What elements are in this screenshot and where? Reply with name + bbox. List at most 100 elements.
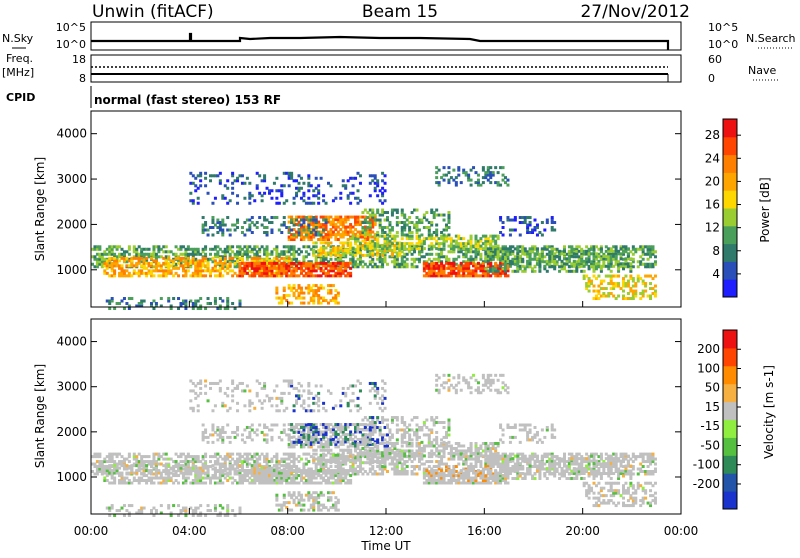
- power-cell: [315, 226, 318, 229]
- power-cell: [588, 290, 591, 293]
- power-cell: [349, 272, 352, 275]
- power-cell: [524, 267, 527, 270]
- power-cell: [302, 292, 305, 295]
- power-cell: [339, 197, 342, 200]
- power-cell: [470, 235, 473, 238]
- nave-label: Nave: [748, 64, 776, 77]
- date-title: 27/Nov/2012: [580, 2, 690, 22]
- power-cell: [629, 262, 632, 265]
- power-cell: [610, 270, 613, 273]
- power-cell: [593, 285, 596, 288]
- power-cell: [590, 247, 593, 250]
- y-tick-label: 2000: [56, 217, 87, 231]
- power-cell: [654, 250, 657, 253]
- power-cell: [317, 202, 320, 205]
- velocity-cell: [152, 482, 155, 485]
- power-cell: [211, 202, 214, 205]
- power-cell: [315, 177, 318, 180]
- velocity-cell: [192, 464, 195, 467]
- power-cell: [280, 231, 283, 234]
- velocity-cell: [204, 482, 207, 485]
- power-cell: [317, 197, 320, 200]
- power-cell: [376, 179, 379, 182]
- velocity-cell: [266, 453, 269, 456]
- power-cell: [224, 224, 227, 227]
- power-cell: [359, 199, 362, 202]
- velocity-cell: [386, 470, 389, 473]
- power-cell: [447, 171, 450, 174]
- power-cell: [534, 270, 537, 273]
- power-cell: [204, 245, 207, 248]
- power-cell: [497, 235, 500, 238]
- power-cell: [111, 297, 114, 300]
- velocity-cell: [187, 477, 190, 480]
- power-cell: [443, 234, 446, 237]
- velocity-heatmap: [91, 374, 657, 517]
- power-cell: [256, 226, 259, 229]
- velocity-cell: [329, 465, 332, 468]
- colorbar-segment: [723, 155, 737, 173]
- power-cell: [307, 197, 310, 200]
- power-cell: [329, 241, 332, 244]
- power-cell: [376, 194, 379, 197]
- power-cell: [243, 197, 246, 200]
- power-cell: [246, 177, 249, 180]
- power-cell: [219, 172, 222, 175]
- power-cell: [204, 221, 207, 224]
- power-cell: [391, 226, 394, 229]
- station-title: Unwin (fitACF): [92, 2, 214, 22]
- power-cell: [352, 247, 355, 250]
- power-cell: [275, 197, 278, 200]
- cpid-row: CPID normal (fast stereo) 153 RF: [6, 86, 281, 108]
- power-cell: [239, 300, 242, 303]
- velocity-cell: [479, 460, 482, 463]
- velocity-cell: [275, 453, 278, 456]
- power-cell: [236, 219, 239, 222]
- power-cell: [177, 274, 180, 277]
- power-cell: [632, 277, 635, 280]
- power-cell: [499, 184, 502, 187]
- power-cell: [298, 229, 301, 232]
- cpid-label: CPID: [6, 91, 35, 104]
- power-cell: [199, 179, 202, 182]
- power-cell: [248, 182, 251, 185]
- power-cell: [524, 247, 527, 250]
- power-cell: [278, 202, 281, 205]
- power-cell: [312, 249, 315, 252]
- velocity-cell: [231, 453, 234, 456]
- power-cell: [543, 229, 546, 232]
- power-cell: [275, 216, 278, 219]
- power-cell: [275, 177, 278, 180]
- power-cell: [253, 199, 256, 202]
- power-cell: [629, 257, 632, 260]
- power-cell: [266, 245, 269, 248]
- power-cell: [536, 224, 539, 227]
- power-cell: [199, 297, 202, 300]
- power-cell: [258, 216, 261, 219]
- power-cell: [369, 234, 372, 237]
- power-cell: [211, 234, 214, 237]
- power-cell: [435, 224, 438, 227]
- power-cell: [219, 257, 222, 260]
- power-cell: [654, 285, 657, 288]
- power-cell: [396, 235, 399, 238]
- power-cell: [243, 234, 246, 237]
- velocity-cell: [165, 453, 168, 456]
- power-cell: [447, 226, 450, 229]
- power-cell: [199, 184, 202, 187]
- power-cell: [293, 224, 296, 227]
- power-cell: [386, 263, 389, 266]
- power-cell: [541, 221, 544, 224]
- colorbar-segment: [723, 261, 737, 279]
- power-cell: [204, 172, 207, 175]
- power-cell: [266, 231, 269, 234]
- power-cell: [270, 221, 273, 224]
- power-cell: [384, 174, 387, 177]
- power-cell: [270, 197, 273, 200]
- power-cell: [290, 172, 293, 175]
- power-cell: [371, 251, 374, 254]
- power-cell: [502, 221, 505, 224]
- power-cell: [300, 177, 303, 180]
- power-cell: [172, 297, 175, 300]
